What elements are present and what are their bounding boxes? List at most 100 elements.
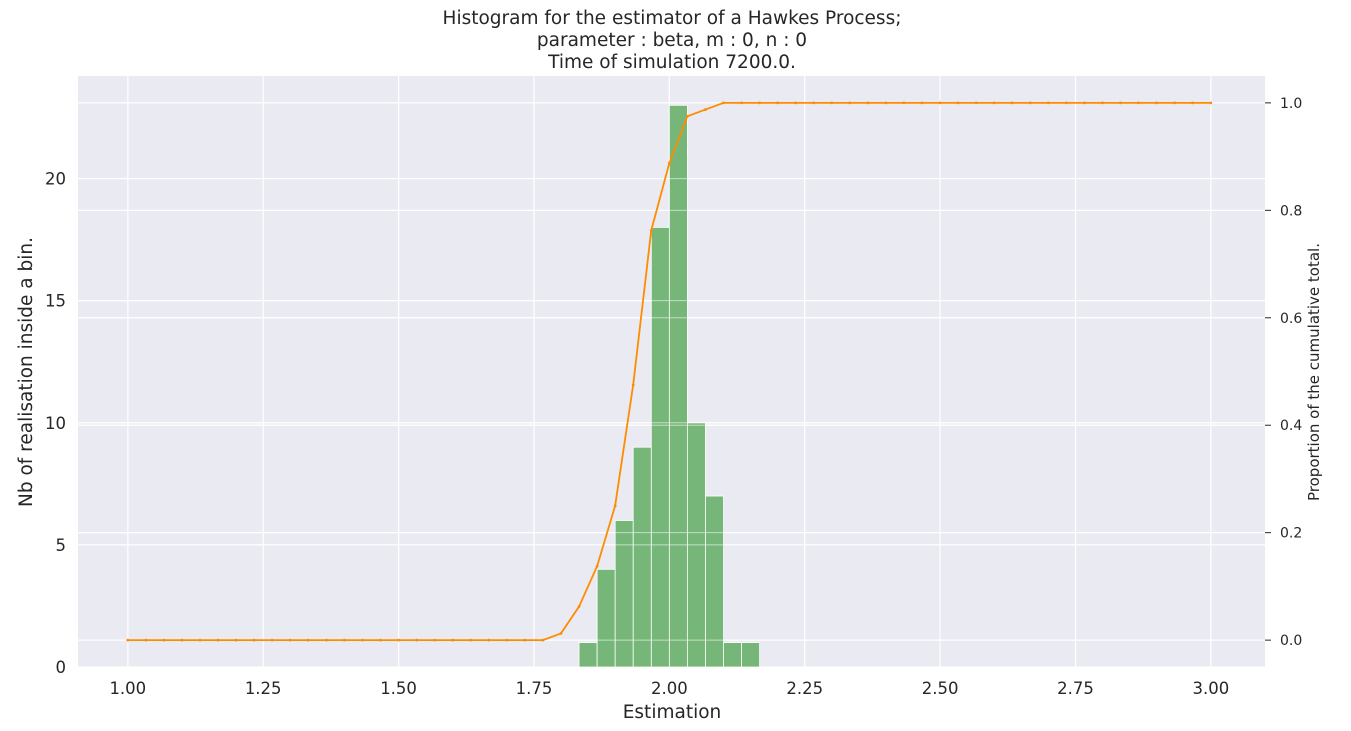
cumulative-point bbox=[1137, 101, 1140, 105]
y-tick-labels: 0 5 10 15 20 bbox=[45, 170, 66, 677]
cumulative-point bbox=[956, 101, 960, 105]
cumulative-point bbox=[1119, 101, 1122, 105]
histogram-bar bbox=[650, 227, 670, 668]
cumulative-point bbox=[884, 101, 888, 105]
cumulative-point bbox=[198, 638, 202, 642]
cumulative-point bbox=[740, 101, 743, 105]
cumulative-point bbox=[397, 638, 400, 642]
cumulative-point bbox=[577, 605, 581, 608]
y-tick-label: 0 bbox=[56, 658, 67, 677]
cumulative-point bbox=[758, 101, 761, 105]
histogram-bar bbox=[596, 568, 616, 668]
x-tick-label: 3.00 bbox=[1192, 679, 1229, 698]
cumulative-point bbox=[1101, 101, 1104, 105]
cumulative-point bbox=[794, 101, 798, 105]
cumulative-point bbox=[433, 638, 437, 642]
cumulative-point bbox=[1082, 101, 1086, 105]
cumulative-point bbox=[685, 114, 689, 118]
cumulative-point bbox=[703, 108, 707, 111]
chart-title-line-2: parameter : beta, m : 0, n : 0 bbox=[537, 30, 807, 51]
cumulative-point bbox=[469, 638, 473, 642]
cumulative-point bbox=[1155, 101, 1158, 105]
y2-tick-label: 0.4 bbox=[1280, 418, 1302, 434]
x-tick-label: 2.75 bbox=[1057, 679, 1094, 698]
cumulative-point bbox=[848, 101, 852, 105]
x-tick-label: 1.50 bbox=[380, 679, 417, 698]
cumulative-point bbox=[902, 101, 906, 105]
cumulative-series bbox=[126, 101, 1213, 642]
y2-tick-label: 0.8 bbox=[1280, 203, 1302, 219]
cumulative-point bbox=[505, 638, 509, 642]
cumulative-point bbox=[180, 638, 184, 642]
cumulative-point bbox=[649, 229, 653, 232]
cumulative-point bbox=[830, 101, 834, 105]
cumulative-point bbox=[776, 101, 779, 105]
histogram-bars bbox=[78, 102, 1265, 668]
cumulative-point bbox=[1173, 101, 1177, 105]
histogram-bar bbox=[578, 642, 598, 668]
cumulative-point bbox=[595, 564, 599, 568]
x-tick-labels: 1.00 1.25 1.50 1.75 2.00 2.25 2.50 2.75 3.00 bbox=[109, 679, 1229, 698]
cumulative-point bbox=[722, 101, 725, 105]
x-axis-label: Estimation bbox=[623, 702, 722, 723]
histogram-bar bbox=[741, 642, 761, 668]
cumulative-point bbox=[1010, 101, 1014, 105]
cumulative-point bbox=[631, 383, 635, 387]
y-tick-label: 20 bbox=[45, 170, 66, 189]
cumulative-point bbox=[613, 504, 617, 508]
histogram-bar bbox=[614, 520, 634, 668]
cumulative-point bbox=[487, 638, 491, 642]
cumulative-point bbox=[451, 638, 455, 642]
chart-title-line-1: Histogram for the estimator of a Hawkes … bbox=[443, 8, 902, 29]
cumulative-point bbox=[938, 101, 942, 105]
cumulative-point bbox=[1046, 101, 1050, 105]
y-tick-label: 10 bbox=[45, 414, 66, 433]
cumulative-point bbox=[974, 101, 978, 105]
cumulative-point bbox=[1191, 101, 1195, 105]
cumulative-point bbox=[920, 101, 924, 105]
cumulative-point bbox=[992, 101, 996, 105]
cumulative-point bbox=[324, 638, 328, 642]
cumulative-point bbox=[126, 638, 130, 642]
cumulative-point bbox=[234, 638, 238, 642]
cumulative-point bbox=[162, 638, 166, 642]
y2-tick-label: 0.2 bbox=[1280, 526, 1302, 542]
cumulative-point bbox=[1028, 101, 1032, 105]
cumulative-point bbox=[306, 638, 310, 642]
x-tick-label: 1.00 bbox=[109, 679, 146, 698]
x-tick-label: 1.25 bbox=[245, 679, 282, 698]
histogram-bar bbox=[705, 495, 724, 668]
y2-tick-label: 0.6 bbox=[1280, 311, 1302, 327]
cumulative-point bbox=[379, 638, 382, 642]
cumulative-point bbox=[216, 638, 220, 642]
histogram-bar bbox=[632, 446, 652, 668]
cumulative-point bbox=[1209, 101, 1213, 105]
cumulative-point bbox=[361, 638, 364, 642]
histogram-bar bbox=[668, 104, 688, 668]
cumulative-point bbox=[541, 638, 545, 642]
y2-tick-label: 1.0 bbox=[1280, 96, 1302, 112]
y-axis-label: Nb of realisation inside a bin. bbox=[16, 237, 37, 507]
cumulative-point bbox=[252, 638, 256, 642]
cumulative-point bbox=[667, 161, 671, 165]
y2-tick-labels: 0.0 0.2 0.4 0.6 0.8 1.0 bbox=[1280, 96, 1302, 649]
y-tick-label: 15 bbox=[45, 292, 66, 311]
x-gridlines bbox=[127, 76, 1212, 667]
cumulative-point bbox=[866, 101, 870, 105]
cumulative-point bbox=[343, 638, 346, 642]
cumulative-point bbox=[144, 638, 148, 642]
x-tick-label: 2.00 bbox=[651, 679, 688, 698]
x-tick-label: 2.25 bbox=[786, 679, 823, 698]
cumulative-point bbox=[415, 638, 418, 642]
cumulative-point bbox=[270, 638, 274, 642]
histogram-bar bbox=[723, 642, 742, 668]
cumulative-point bbox=[559, 632, 563, 635]
cumulative-point bbox=[288, 638, 292, 642]
x-tick-label: 2.50 bbox=[922, 679, 959, 698]
chart-title-line-3: Time of simulation 7200.0. bbox=[547, 52, 796, 73]
cumulative-point bbox=[812, 101, 816, 105]
y2-tick-label: 0.0 bbox=[1280, 633, 1302, 649]
cumulative-point bbox=[523, 638, 527, 642]
cumulative-point bbox=[1064, 101, 1068, 105]
